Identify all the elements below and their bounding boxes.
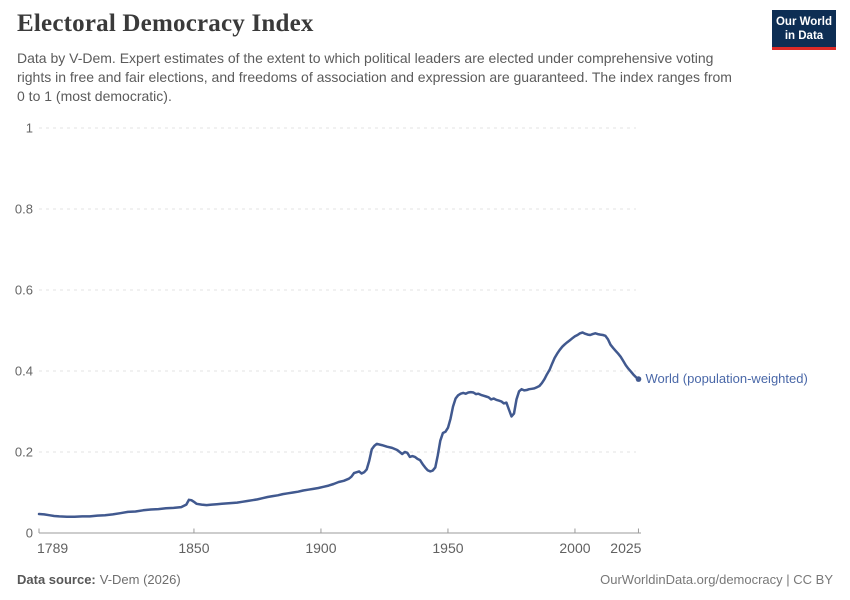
y-tick-label: 1 [26,121,33,136]
world-line[interactable] [37,331,640,519]
x-tick-label: 1850 [178,540,209,556]
y-tick-label: 0.2 [15,445,33,460]
owid-logo-line2: in Data [784,30,824,42]
x-tick-label: 2025 [610,540,641,556]
owid-logo[interactable]: Our World in Data [772,10,836,50]
data-source-value: V-Dem (2026) [99,572,181,587]
y-tick-label: 0.8 [15,202,33,217]
series-label[interactable]: World (population-weighted) [645,371,808,387]
x-tick-label: 1950 [432,540,463,556]
line-end-dot [635,376,642,382]
x-tick-label: 1900 [305,540,336,556]
data-source: Data source: V-Dem (2026) [17,572,181,587]
footer-credit-link[interactable]: OurWorldinData.org/democracy | CC BY [600,572,833,587]
data-source-label: Data source: [17,572,96,587]
y-tick-label: 0 [26,526,33,541]
chart-subtitle: Data by V-Dem. Expert estimates of the e… [17,50,732,104]
x-tick-label: 2000 [559,540,590,556]
chart-title: Electoral Democracy Index [17,10,314,37]
chart-footer: Data source: V-Dem (2026) OurWorldinData.… [17,572,833,587]
owid-logo-line1: Our World [775,16,832,28]
y-tick-label: 0.6 [15,283,33,298]
x-tick-label: 1789 [37,540,68,556]
y-tick-label: 0.4 [15,364,33,379]
